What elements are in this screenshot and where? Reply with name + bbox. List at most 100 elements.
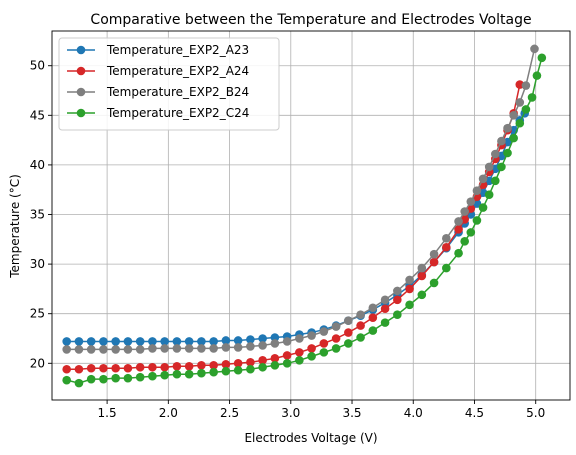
data-point bbox=[460, 207, 469, 216]
data-point bbox=[503, 123, 512, 133]
data-point bbox=[86, 374, 96, 384]
data-point bbox=[209, 360, 218, 370]
data-point bbox=[111, 345, 120, 354]
data-point bbox=[209, 337, 218, 346]
data-point bbox=[172, 369, 182, 379]
data-point bbox=[160, 362, 169, 372]
data-point bbox=[221, 343, 231, 352]
data-point bbox=[111, 337, 120, 346]
x-tick-label: 2.0 bbox=[159, 406, 178, 420]
data-point bbox=[270, 339, 280, 348]
data-point bbox=[135, 345, 145, 354]
legend-item: Temperature_EXP2_A24 bbox=[67, 64, 249, 78]
data-point bbox=[307, 331, 316, 340]
data-point bbox=[530, 44, 539, 54]
legend-label: Temperature_EXP2_B24 bbox=[106, 85, 249, 99]
data-point bbox=[258, 341, 267, 350]
data-point bbox=[417, 263, 427, 273]
data-point bbox=[442, 263, 451, 273]
data-point bbox=[454, 217, 463, 226]
data-point bbox=[270, 354, 280, 363]
data-point bbox=[429, 278, 439, 288]
data-point bbox=[62, 364, 71, 374]
data-point bbox=[160, 344, 169, 353]
data-point bbox=[537, 53, 547, 63]
data-point bbox=[160, 370, 169, 380]
data-point bbox=[172, 344, 182, 353]
plot-area-frame bbox=[51, 30, 571, 401]
data-point bbox=[148, 337, 157, 346]
chart-title: Comparative between the Temperature and … bbox=[90, 12, 531, 28]
data-point bbox=[246, 342, 255, 351]
data-point bbox=[515, 98, 525, 107]
x-axis-label: Electrodes Voltage (V) bbox=[244, 431, 377, 445]
x-tick-label: 4.5 bbox=[465, 406, 484, 420]
data-point bbox=[331, 322, 341, 331]
data-point bbox=[509, 133, 518, 143]
data-point bbox=[472, 186, 482, 196]
data-point bbox=[62, 375, 71, 385]
data-point bbox=[209, 344, 218, 353]
data-point bbox=[466, 228, 476, 237]
data-point bbox=[246, 364, 255, 374]
data-point bbox=[454, 225, 463, 234]
data-point bbox=[99, 337, 108, 346]
series-temperature-exp2-b24 bbox=[62, 44, 539, 354]
series-temperature-exp2-a24 bbox=[62, 80, 525, 374]
data-point bbox=[86, 363, 96, 373]
series-layer bbox=[62, 44, 547, 388]
data-point bbox=[521, 81, 531, 90]
data-point bbox=[246, 335, 255, 344]
data-point bbox=[233, 365, 243, 375]
y-tick-label: 30 bbox=[30, 257, 45, 271]
data-point bbox=[221, 336, 231, 345]
legend-marker bbox=[76, 45, 86, 55]
data-point bbox=[429, 249, 439, 259]
data-point bbox=[148, 344, 157, 353]
data-point bbox=[368, 303, 378, 313]
data-point bbox=[503, 148, 512, 158]
data-point bbox=[123, 337, 133, 346]
data-point bbox=[197, 368, 206, 378]
x-tick-label: 3.5 bbox=[342, 406, 361, 420]
data-point bbox=[356, 310, 365, 319]
data-point bbox=[135, 362, 145, 372]
data-point bbox=[135, 372, 145, 382]
data-point bbox=[172, 361, 182, 371]
legend-label: Temperature_EXP2_A23 bbox=[106, 43, 249, 57]
data-point bbox=[209, 367, 218, 377]
data-point bbox=[233, 358, 243, 368]
data-point bbox=[99, 363, 108, 373]
data-point bbox=[344, 328, 353, 337]
y-tick-label: 25 bbox=[30, 307, 45, 321]
data-point bbox=[368, 326, 378, 335]
y-tick-label: 50 bbox=[30, 59, 45, 73]
data-point bbox=[282, 351, 292, 360]
data-point bbox=[123, 345, 133, 354]
data-point bbox=[233, 336, 243, 345]
data-point bbox=[160, 337, 169, 346]
data-point bbox=[184, 344, 194, 353]
data-point bbox=[527, 93, 537, 102]
data-point bbox=[491, 176, 500, 186]
data-point bbox=[86, 337, 96, 346]
data-point bbox=[74, 364, 84, 374]
data-point bbox=[111, 373, 120, 383]
grid-lines bbox=[52, 31, 570, 400]
data-point bbox=[270, 360, 280, 370]
x-tick-label: 2.5 bbox=[220, 406, 239, 420]
data-point bbox=[356, 321, 365, 330]
data-point bbox=[62, 345, 71, 354]
data-point bbox=[478, 174, 488, 184]
data-point bbox=[270, 333, 280, 342]
y-tick-label: 35 bbox=[30, 208, 45, 222]
data-point bbox=[442, 242, 451, 252]
x-tick-label: 3.0 bbox=[281, 406, 300, 420]
data-point bbox=[197, 360, 206, 370]
data-point bbox=[295, 356, 304, 365]
data-point bbox=[356, 333, 365, 342]
data-point bbox=[472, 216, 482, 225]
data-point bbox=[184, 361, 194, 371]
